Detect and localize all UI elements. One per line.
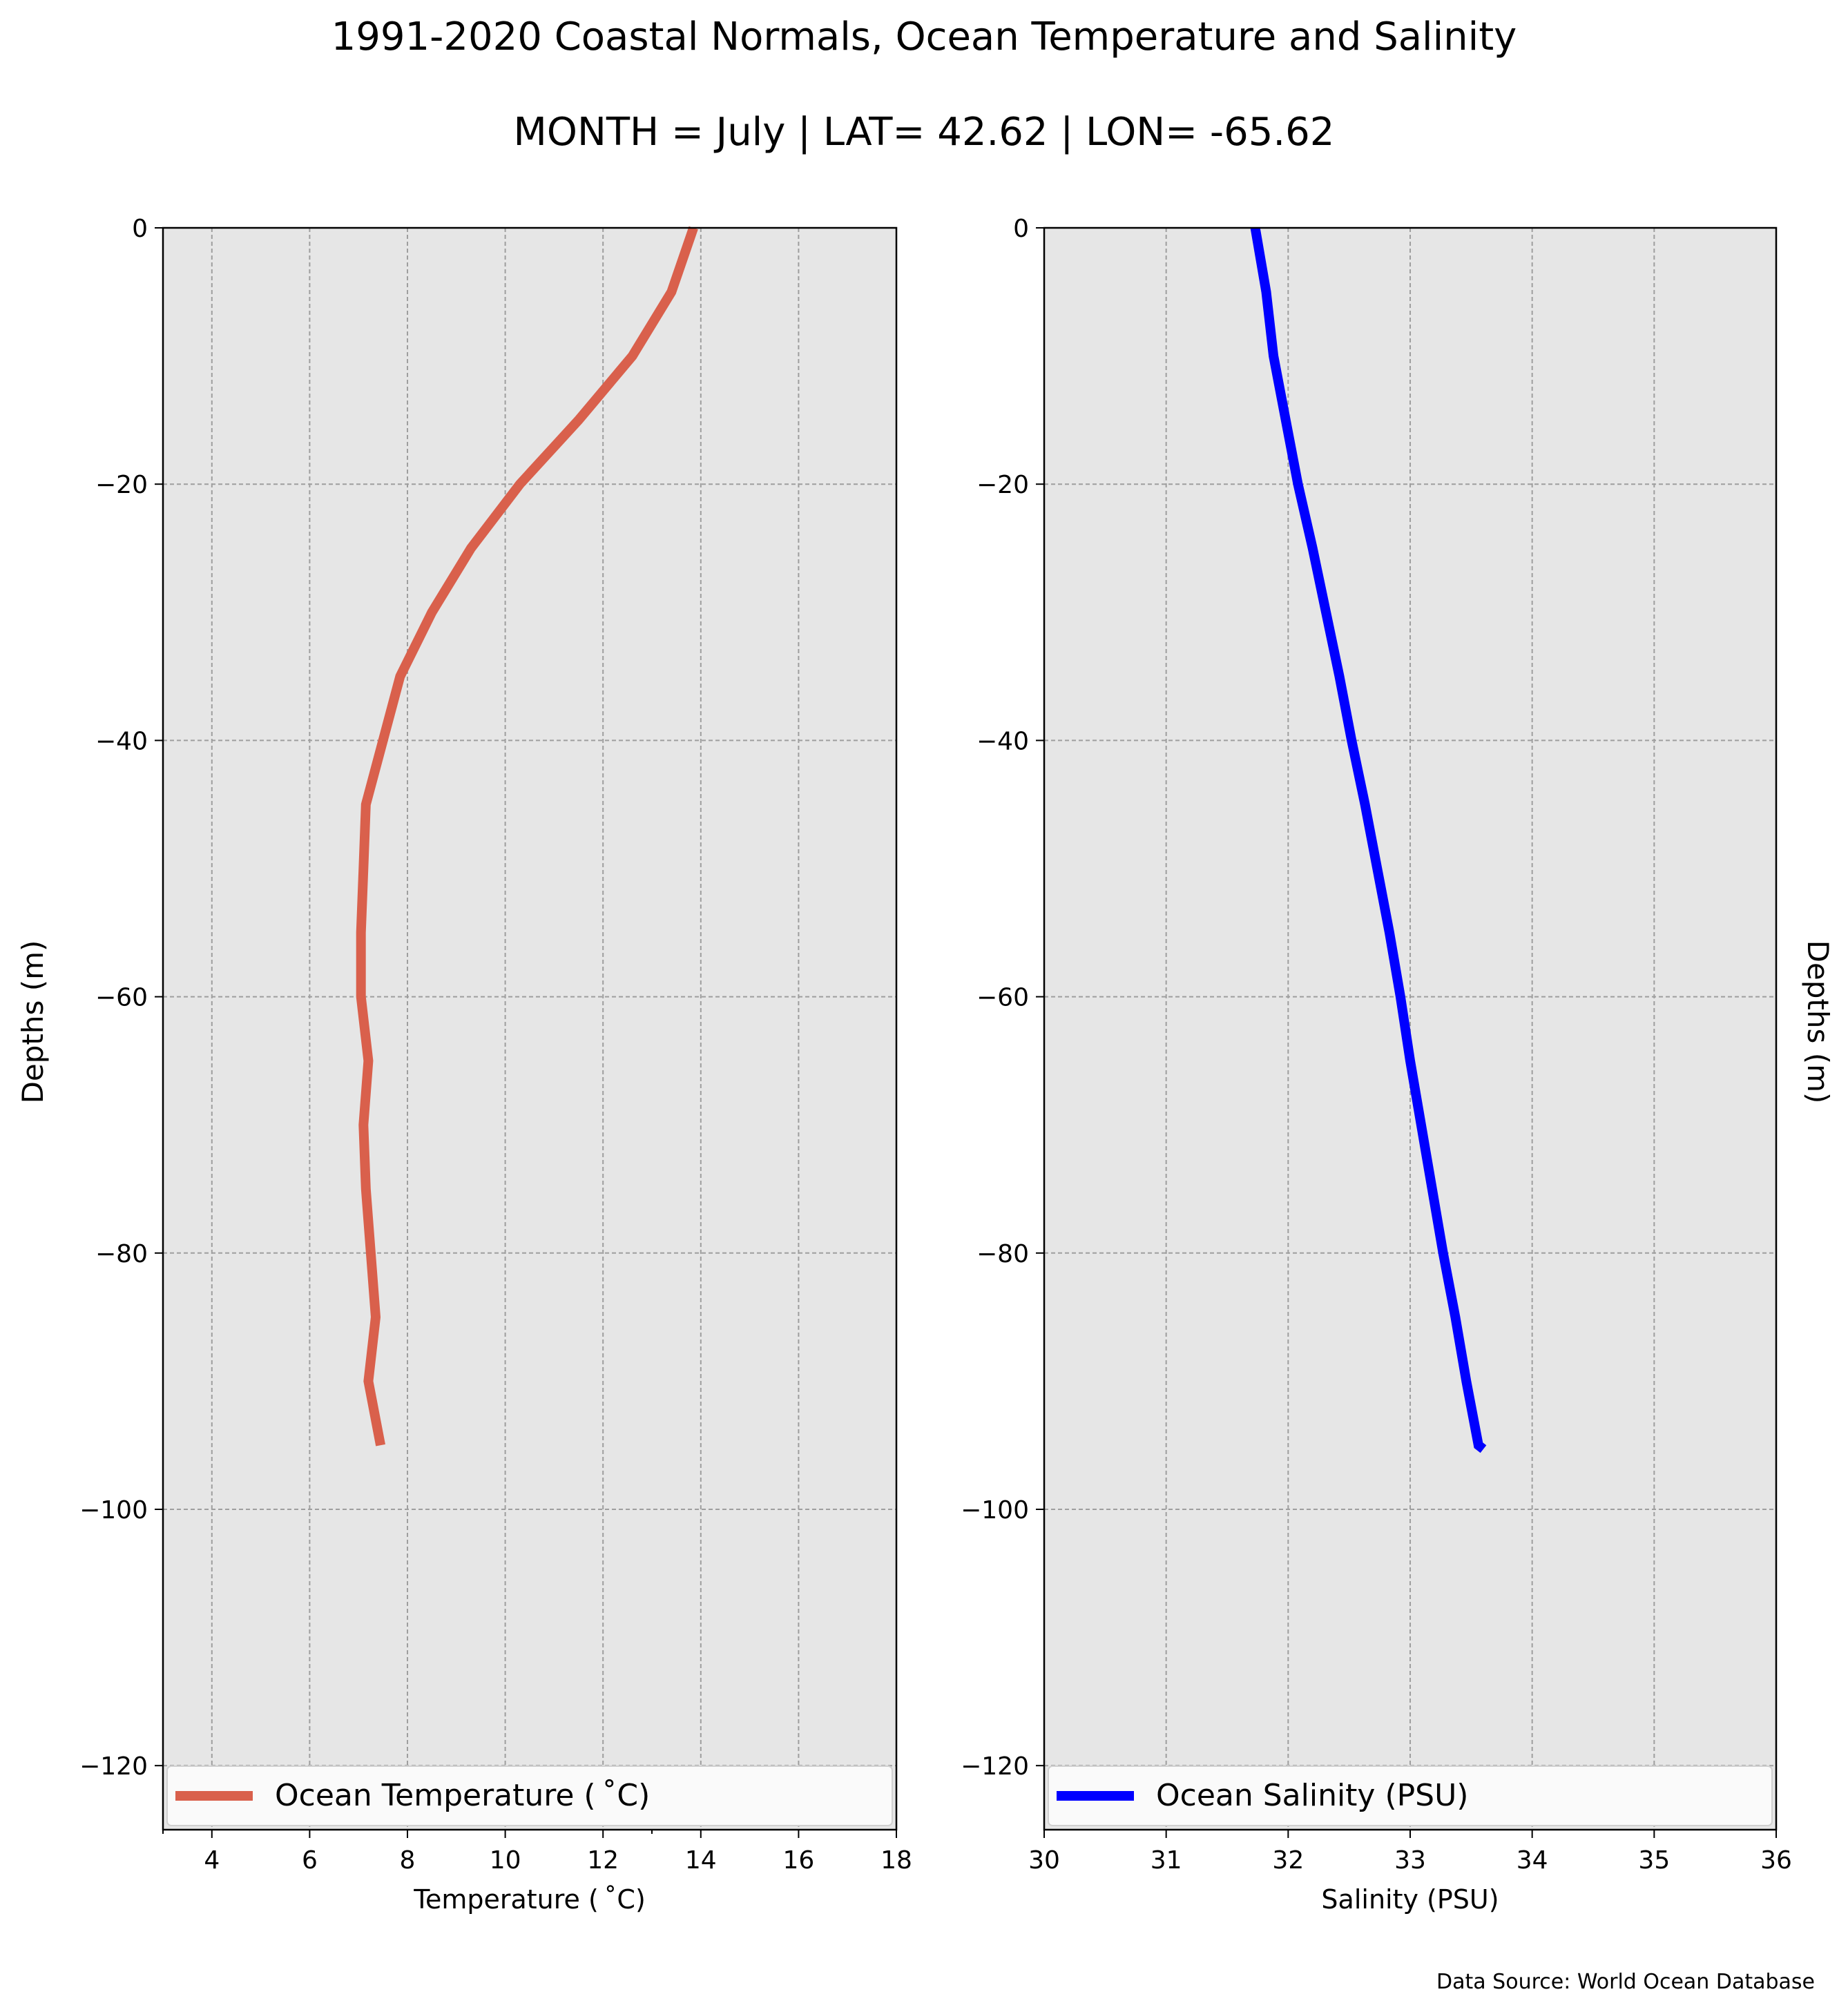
temperature-y-tick-label: −20 bbox=[95, 471, 148, 499]
temperature-x-tick-label: 8 bbox=[400, 1846, 416, 1875]
temperature-data-point bbox=[367, 1060, 369, 1061]
temperature-x-tick-label: 10 bbox=[490, 1846, 521, 1875]
temperature-data-point bbox=[365, 804, 367, 805]
salinity-y-tick-label: −80 bbox=[976, 1240, 1029, 1268]
salinity-legend-label: Ocean Salinity (PSU) bbox=[1156, 1778, 1468, 1813]
temperature-data-point bbox=[375, 1317, 376, 1318]
salinity-data-point bbox=[1365, 804, 1366, 805]
salinity-data-point bbox=[1472, 1413, 1473, 1414]
salinity-y-tick-label: −20 bbox=[976, 471, 1029, 499]
temperature-y-tick-label: −120 bbox=[79, 1752, 148, 1781]
temperature-legend-label: Ocean Temperature ( ˚C) bbox=[275, 1778, 650, 1813]
temperature-y-tick-label: −100 bbox=[79, 1496, 148, 1525]
salinity-data-point bbox=[1351, 739, 1352, 741]
temperature-data-point bbox=[632, 356, 633, 357]
temperature-data-point bbox=[380, 1444, 381, 1446]
salinity-data-point bbox=[1421, 1124, 1422, 1125]
temperature-x-tick-label: 16 bbox=[782, 1846, 814, 1875]
salinity-x-axis-label: Salinity (PSU) bbox=[1321, 1884, 1499, 1915]
salinity-data-point bbox=[1297, 483, 1298, 485]
salinity-y-tick-label: −100 bbox=[961, 1496, 1029, 1525]
temperature-y-tick-label: −60 bbox=[95, 984, 148, 1012]
temperature-x-tick-label: 6 bbox=[302, 1846, 318, 1875]
right-y-axis-label: Depths (m) bbox=[1801, 940, 1835, 1104]
temperature-data-point bbox=[578, 419, 579, 420]
salinity-data-point bbox=[1285, 419, 1287, 420]
temperature-x-tick-label: 12 bbox=[587, 1846, 619, 1875]
salinity-data-point bbox=[1483, 1449, 1484, 1450]
salinity-x-tick-label: 30 bbox=[1028, 1846, 1060, 1875]
salinity-data-point bbox=[1325, 612, 1327, 613]
salinity-data-point bbox=[1312, 548, 1313, 549]
temperature-legend: Ocean Temperature ( ˚C) bbox=[166, 1765, 893, 1826]
temperature-axes-frame bbox=[162, 226, 898, 1831]
salinity-data-point bbox=[1266, 291, 1267, 293]
temperature-y-tick-label: −40 bbox=[95, 727, 148, 755]
temperature-y-tick-label: 0 bbox=[132, 215, 148, 243]
salinity-legend-box bbox=[1048, 1765, 1773, 1826]
salinity-data-point bbox=[1409, 1060, 1411, 1061]
temperature-data-point bbox=[370, 1252, 372, 1254]
salinity-data-point bbox=[1389, 932, 1390, 933]
temperature-data-point bbox=[431, 612, 432, 613]
temperature-data-point bbox=[363, 868, 364, 869]
temperature-data-point bbox=[360, 932, 362, 933]
salinity-data-point bbox=[1339, 676, 1340, 677]
figure-subtitle: MONTH = July | LAT= 42.62 | LON= -65.62 bbox=[514, 110, 1335, 155]
salinity-data-point bbox=[1478, 1444, 1479, 1446]
salinity-data-point bbox=[1432, 1188, 1433, 1190]
salinity-data-point bbox=[1376, 868, 1378, 869]
temperature-legend-box bbox=[166, 1765, 893, 1826]
temperature-data-point bbox=[367, 1380, 369, 1382]
salinity-y-tick-label: −120 bbox=[961, 1752, 1029, 1781]
temperature-series-line-0 bbox=[356, 226, 698, 1446]
temperature-x-tick-label: 18 bbox=[880, 1846, 912, 1875]
temperature-data-point bbox=[365, 1188, 367, 1190]
salinity-y-tick-label: 0 bbox=[1013, 215, 1029, 243]
temperature-x-tick-label: 4 bbox=[204, 1846, 220, 1875]
salinity-y-tick-label: −60 bbox=[976, 984, 1029, 1012]
temperature-data-point bbox=[360, 996, 362, 998]
salinity-legend: Ocean Salinity (PSU) bbox=[1048, 1765, 1773, 1826]
temperature-x-tick-label: 14 bbox=[685, 1846, 717, 1875]
temperature-y-tick-label: −80 bbox=[95, 1240, 148, 1268]
temperature-x-axis-label: Temperature ( ˚C) bbox=[413, 1884, 646, 1915]
salinity-x-tick-label: 34 bbox=[1517, 1846, 1548, 1875]
left-y-axis-label: Depths (m) bbox=[16, 940, 50, 1104]
salinity-data-point bbox=[1443, 1252, 1444, 1254]
salinity-data-point bbox=[1400, 996, 1401, 998]
temperature-data-point bbox=[363, 1124, 364, 1125]
data-source-note: Data Source: World Ocean Database bbox=[1436, 1970, 1815, 1994]
salinity-x-tick-label: 33 bbox=[1394, 1846, 1426, 1875]
figure-title: 1991-2020 Coastal Normals, Ocean Tempera… bbox=[331, 14, 1517, 59]
salinity-x-tick-label: 31 bbox=[1151, 1846, 1182, 1875]
salinity-panel: Ocean Salinity (PSU) 30 31 32 33 34 35 36 0 −20 −4… bbox=[961, 215, 1792, 1915]
salinity-x-tick-label: 36 bbox=[1760, 1846, 1792, 1875]
temperature-data-point bbox=[383, 739, 384, 741]
salinity-data-point bbox=[1465, 1380, 1467, 1382]
salinity-series-line-0 bbox=[1250, 226, 1487, 1453]
salinity-y-tick-label: −40 bbox=[976, 727, 1029, 755]
salinity-data-point bbox=[1273, 356, 1274, 357]
temperature-data-point bbox=[399, 676, 401, 677]
temperature-data-point bbox=[519, 483, 521, 485]
temperature-data-point bbox=[671, 291, 672, 293]
salinity-x-tick-label: 32 bbox=[1272, 1846, 1304, 1875]
temperature-plot-area bbox=[163, 228, 896, 1830]
temperature-panel: Ocean Temperature ( ˚C) 4 6 8 10 12 14 16 18 0 −20… bbox=[79, 215, 912, 1915]
temperature-data-point bbox=[470, 548, 472, 549]
salinity-data-point bbox=[1454, 1317, 1456, 1318]
salinity-x-tick-label: 35 bbox=[1638, 1846, 1670, 1875]
